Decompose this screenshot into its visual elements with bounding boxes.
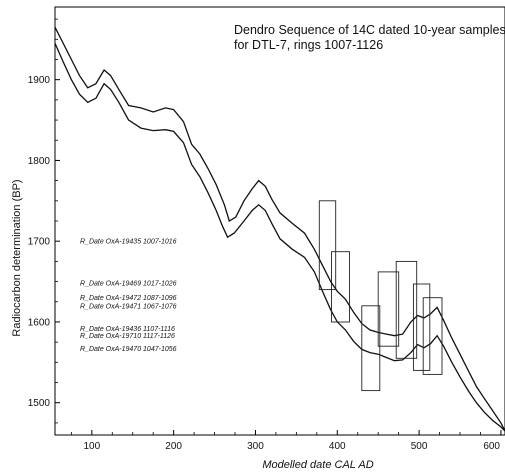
sample-label-3: R_Date OxA-19472 1087-1096 [80, 295, 177, 302]
sample-label-7: R_Date OxA-19470 1047-1056 [80, 346, 177, 353]
sample-labels: R_Date OxA-19435 1007-1016 R_Date OxA-194… [80, 239, 177, 353]
sample-box-2 [331, 251, 350, 323]
x-tick-label: 400 [329, 441, 346, 452]
sample-box-7 [361, 305, 381, 392]
y-tick-label: 1600 [28, 317, 51, 328]
plot-frame [54, 6, 505, 436]
y-tick-label: 1800 [28, 156, 51, 167]
y-tick-label: 1500 [28, 398, 51, 409]
sample-label-5: R_Date OxA-19436 1107-1116 [80, 326, 175, 333]
sample-label-2: R_Date OxA-19469 1017-1026 [80, 281, 177, 288]
y-axis-title: Radiocarbon determination (BP) [11, 179, 23, 336]
sample-label-1: R_Date OxA-19435 1007-1016 [80, 239, 177, 246]
chart-title-line-1: Dendro Sequence of 14C dated 10-year sam… [234, 23, 505, 37]
plot-area [55, 26, 505, 432]
y-tick-label: 1900 [28, 75, 51, 86]
sample-box-1 [318, 200, 337, 291]
sample-label-6: R_Date OxA-19710 1117-1126 [80, 333, 175, 340]
x-tick-label: 500 [411, 441, 428, 452]
x-tick-label: 300 [247, 441, 264, 452]
x-axis-title: Modelled date CAL AD [262, 459, 373, 471]
chart-title-line-2: for DTL-7, rings 1007-1126 [234, 38, 383, 52]
series-line-2 [55, 43, 505, 432]
sample-box-3 [395, 260, 418, 359]
series-line-1 [55, 26, 505, 432]
x-tick-label: 100 [83, 441, 100, 452]
x-tick-label: 600 [483, 441, 500, 452]
x-axis: 100 200 300 400 500 600 [70, 430, 502, 452]
sample-box-4 [377, 271, 400, 347]
y-axis: 1500 1600 1700 1800 1900 [28, 18, 60, 424]
x-tick-label: 200 [165, 441, 182, 452]
y-tick-label: 1700 [28, 237, 51, 248]
sample-box-6 [422, 297, 443, 375]
sample-label-4: R_Date OxA-19471 1067-1076 [80, 303, 177, 310]
sample-box-5 [412, 283, 431, 371]
